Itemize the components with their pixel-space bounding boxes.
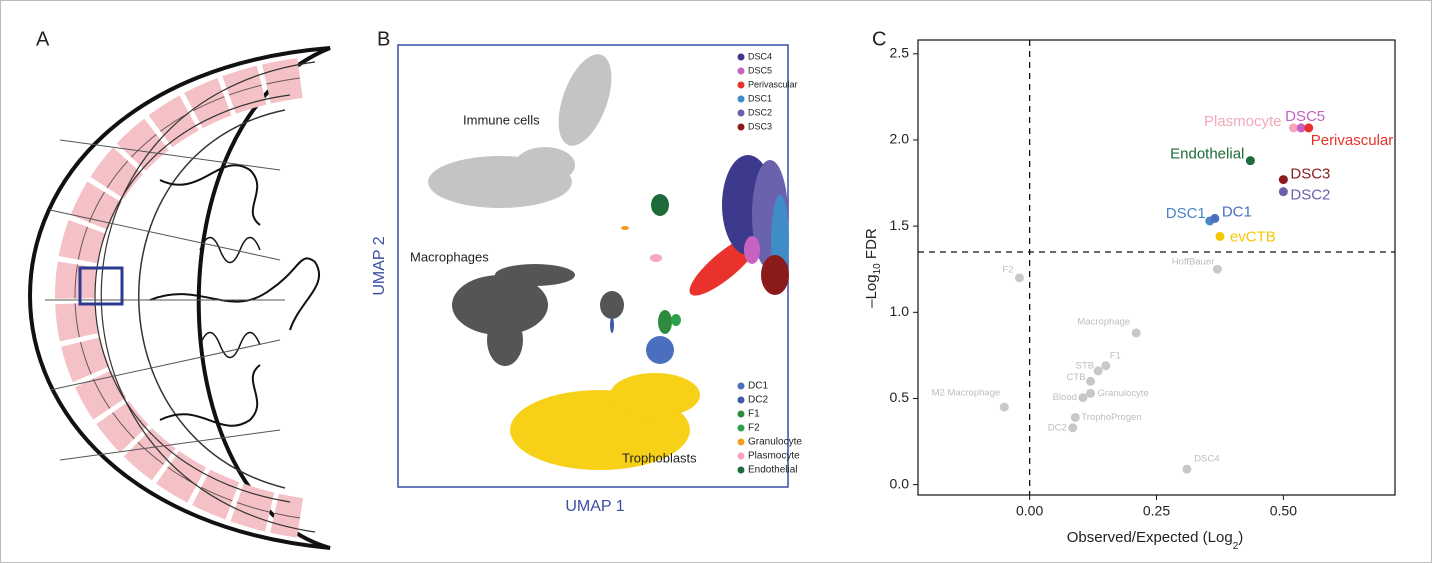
- point-label: Blood: [1053, 392, 1077, 403]
- x-axis-label-text: ): [1238, 529, 1243, 546]
- y-tick-label: 2.0: [890, 131, 910, 147]
- umap-cluster: [650, 254, 662, 262]
- umap-cluster: [646, 336, 674, 364]
- legend-swatch: [738, 110, 745, 117]
- legend-label: DSC5: [748, 65, 772, 75]
- point-label: CTB: [1067, 372, 1086, 383]
- cluster-label: Macrophages: [410, 249, 489, 264]
- umap-cluster: [671, 314, 681, 326]
- scatter-point: [1279, 187, 1288, 196]
- y-tick-label: 2.5: [890, 44, 910, 60]
- legend-label: Endothelial: [748, 465, 797, 476]
- scatter-point: [1086, 377, 1095, 386]
- point-label: evCTB: [1230, 228, 1276, 245]
- legend-label: DSC1: [748, 93, 772, 103]
- umap-cluster: [761, 255, 789, 295]
- point-label: TrophoProgen: [1081, 412, 1141, 423]
- legend-label: Plasmocyte: [748, 451, 800, 462]
- legend-swatch: [738, 453, 745, 460]
- legend-swatch: [738, 96, 745, 103]
- scatter-point: [1101, 361, 1110, 370]
- point-label: Granulocyte: [1098, 388, 1149, 399]
- legend-swatch: [738, 124, 745, 131]
- legend-label: DC1: [748, 381, 768, 392]
- placenta-illustration: [30, 48, 330, 548]
- y-axis-label: –Log10 FDR: [863, 228, 883, 308]
- scatter-point: [1068, 423, 1077, 432]
- legend-swatch: [738, 397, 745, 404]
- y-tick-label: 1.0: [890, 303, 910, 319]
- scatter-point: [1086, 389, 1095, 398]
- panel-label: C: [872, 28, 886, 50]
- scatter-point: [1094, 366, 1103, 375]
- legend-swatch: [738, 425, 745, 432]
- cluster-label: Trophoblasts: [622, 450, 697, 465]
- point-label: Perivascular: [1311, 132, 1394, 149]
- point-label: DSC5: [1285, 108, 1325, 125]
- legend-label: DC2: [748, 395, 768, 406]
- x-tick-label: 0.50: [1270, 503, 1297, 519]
- umap-cluster: [744, 236, 760, 264]
- point-label: DSC2: [1290, 187, 1330, 204]
- legend-swatch: [738, 82, 745, 89]
- legend-label: DSC2: [748, 107, 772, 117]
- legend-swatch: [738, 54, 745, 61]
- legend-label: DSC3: [748, 121, 772, 131]
- y-axis-label-sub: 10: [872, 263, 883, 275]
- legend-swatch: [738, 467, 745, 474]
- scatter-point: [1132, 328, 1141, 337]
- legend-swatch: [738, 411, 745, 418]
- point-label: DSC4: [1194, 454, 1219, 465]
- scatter-point: [1015, 273, 1024, 282]
- umap-cluster: [610, 317, 614, 333]
- point-label: DSC1: [1166, 205, 1206, 222]
- legend-label: F2: [748, 423, 760, 434]
- scatter-point: [1078, 393, 1087, 402]
- legend-label: F1: [748, 409, 760, 420]
- umap-cluster: [651, 194, 669, 216]
- x-axis-label: Observed/Expected (Log2): [1067, 529, 1244, 552]
- legend-swatch: [738, 68, 745, 75]
- legend-swatch: [738, 383, 745, 390]
- point-label: M2 Macrophage: [932, 388, 1001, 399]
- panel-label: B: [377, 28, 390, 50]
- y-tick-label: 1.5: [890, 217, 910, 233]
- point-label: DC2: [1048, 422, 1067, 433]
- scatter-point: [1210, 214, 1219, 223]
- scatter-point: [1279, 175, 1288, 184]
- x-tick-label: 0.25: [1143, 503, 1170, 519]
- legend-label: Granulocyte: [748, 437, 802, 448]
- umap-cluster: [658, 310, 672, 334]
- umap-cluster: [621, 226, 629, 230]
- panel-label: A: [36, 28, 50, 50]
- scatter-point: [1246, 156, 1255, 165]
- scatter-point: [1215, 232, 1224, 241]
- point-label: Endothelial: [1170, 146, 1244, 163]
- umap-y-label: UMAP 2: [371, 236, 388, 295]
- y-tick-label: 0.5: [890, 389, 910, 405]
- legend-swatch: [738, 439, 745, 446]
- y-axis-label-text: –Log: [863, 274, 880, 307]
- point-label: STB: [1076, 360, 1094, 371]
- umap-x-label: UMAP 1: [565, 498, 624, 515]
- legend-label: DSC4: [748, 51, 772, 61]
- figure: A B C DSC4 DSC5 Perivascular DSC1 DSC2 DSC3 DC…: [0, 0, 1432, 563]
- point-label: HoffBauer: [1172, 257, 1215, 268]
- legend-label: Perivascular: [748, 79, 798, 89]
- x-axis-label-text: Observed/Expected (Log: [1067, 529, 1233, 546]
- point-label: Macrophage: [1077, 317, 1130, 328]
- scatter-point: [1182, 465, 1191, 474]
- point-label: DSC3: [1290, 166, 1330, 183]
- scatter-point: [1000, 403, 1009, 412]
- point-label: DC1: [1222, 203, 1252, 220]
- cluster-label: Immune cells: [463, 112, 540, 127]
- point-label: Plasmocyte: [1204, 113, 1282, 130]
- point-label: F1: [1110, 350, 1121, 361]
- x-tick-label: 0.00: [1016, 503, 1043, 519]
- scatter-point: [1071, 413, 1080, 422]
- point-label: F2: [1002, 264, 1013, 275]
- y-axis-label-text: FDR: [863, 228, 880, 263]
- y-tick-label: 0.0: [890, 475, 910, 491]
